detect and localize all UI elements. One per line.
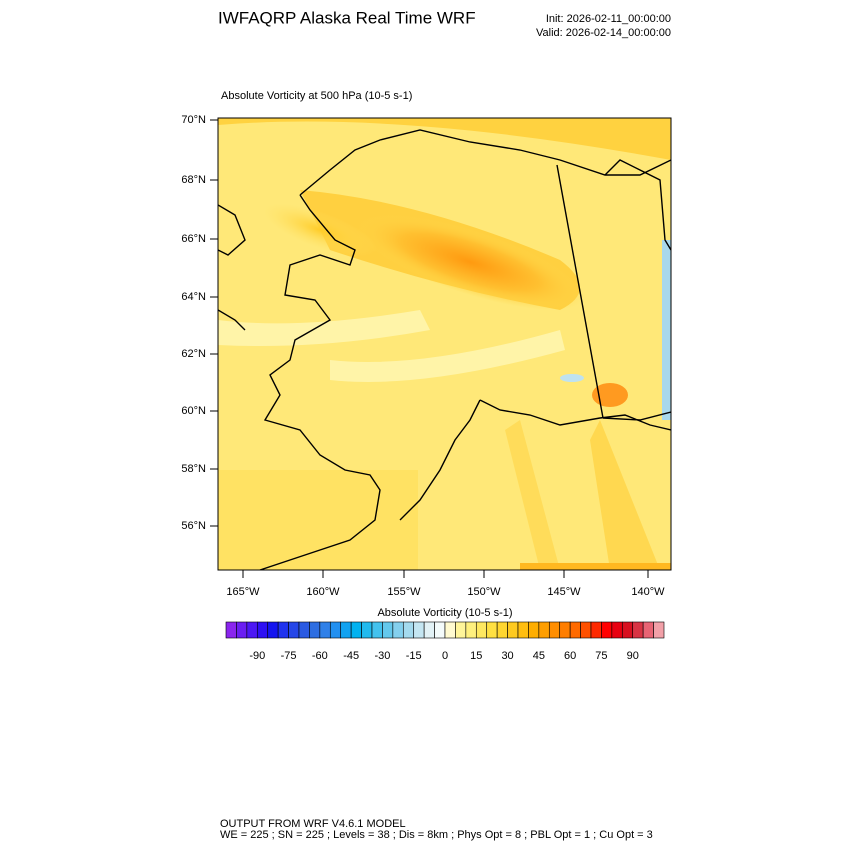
colorbar-box bbox=[236, 621, 248, 639]
lon-label: 155°W bbox=[387, 586, 421, 598]
colorbar-box bbox=[298, 621, 310, 639]
lon-label: 145°W bbox=[547, 586, 581, 598]
colorbar-box bbox=[246, 621, 258, 639]
init-time: Init: 2026-02-11_00:00:00 bbox=[546, 13, 671, 25]
colorbar-box bbox=[486, 621, 498, 639]
colorbar-box bbox=[569, 621, 581, 639]
colorbar-box bbox=[653, 621, 665, 639]
colorbar-box bbox=[340, 621, 352, 639]
colorbar-box bbox=[611, 621, 623, 639]
colorbar-label: 75 bbox=[595, 650, 607, 662]
lon-label: 160°W bbox=[306, 586, 340, 598]
lat-label: 68°N bbox=[181, 174, 206, 186]
lat-label: 66°N bbox=[181, 233, 206, 245]
colorbar-label: -75 bbox=[281, 650, 297, 662]
colorbar-box bbox=[392, 621, 404, 639]
colorbar-box bbox=[559, 621, 571, 639]
colorbar-label: 90 bbox=[627, 650, 639, 662]
vorticity-field bbox=[218, 118, 671, 570]
footer-line: WE = 225 ; SN = 225 ; Levels = 38 ; Dis … bbox=[220, 829, 653, 841]
title: IWFAQRP Alaska Real Time WRF bbox=[218, 8, 476, 27]
colorbar-box bbox=[601, 621, 613, 639]
colorbar-box bbox=[548, 621, 561, 639]
colorbar-box bbox=[319, 621, 331, 639]
map-subtitle: Absolute Vorticity at 500 hPa (10-5 s-1) bbox=[221, 90, 412, 102]
colorbar-box bbox=[455, 621, 467, 639]
colorbar-box bbox=[361, 621, 373, 639]
colorbar-box bbox=[642, 621, 654, 639]
colorbar-label: 0 bbox=[442, 650, 448, 662]
lat-label: 62°N bbox=[181, 348, 206, 360]
colorbar-box bbox=[256, 621, 269, 639]
colorbar-box bbox=[465, 621, 477, 639]
colorbar-box bbox=[423, 621, 435, 639]
lon-label: 150°W bbox=[467, 586, 501, 598]
colorbar-box bbox=[475, 621, 488, 639]
colorbar-box bbox=[309, 621, 321, 639]
colorbar: -90 -75 -60 -45 -30 -15 0 15 30 45 60 75 90 bbox=[225, 621, 665, 662]
colorbar-label: -60 bbox=[312, 650, 328, 662]
lon-axis: 165°W 160°W 155°W 150°W 145°W 140°W bbox=[226, 570, 665, 598]
coastlines bbox=[218, 129, 671, 570]
colorbar-label: 30 bbox=[501, 650, 513, 662]
colorbar-box bbox=[444, 621, 456, 639]
footer-line: OUTPUT FROM WRF V4.6.1 MODEL bbox=[220, 818, 406, 830]
colorbar-box bbox=[329, 621, 342, 639]
colorbar-box bbox=[632, 621, 644, 639]
lon-label: 165°W bbox=[226, 586, 260, 598]
colorbar-label: -15 bbox=[406, 650, 422, 662]
lat-label: 70°N bbox=[181, 114, 206, 126]
colorbar-box bbox=[225, 621, 237, 639]
lon-label: 140°W bbox=[631, 586, 665, 598]
colorbar-box bbox=[288, 621, 300, 639]
colorbar-box bbox=[517, 621, 529, 639]
lat-label: 64°N bbox=[181, 291, 206, 303]
colorbar-box bbox=[496, 621, 508, 639]
colorbar-label: -45 bbox=[343, 650, 359, 662]
colorbar-box bbox=[538, 621, 550, 639]
valid-time: Valid: 2026-02-14_00:00:00 bbox=[536, 27, 671, 39]
colorbar-box bbox=[371, 621, 383, 639]
colorbar-label: -90 bbox=[249, 650, 265, 662]
colorbar-box bbox=[277, 621, 289, 639]
colorbar-label: 15 bbox=[470, 650, 482, 662]
colorbar-box bbox=[413, 621, 425, 639]
colorbar-box bbox=[580, 621, 592, 639]
colorbar-box bbox=[621, 621, 634, 639]
colorbar-box bbox=[528, 621, 540, 639]
colorbar-box bbox=[434, 621, 446, 639]
map-frame bbox=[217, 117, 672, 571]
colorbar-box bbox=[590, 621, 602, 639]
lat-label: 58°N bbox=[181, 463, 206, 475]
colorbar-label: -30 bbox=[374, 650, 390, 662]
lat-axis: 70°N 68°N 66°N 64°N 62°N 60°N 58°N 56°N bbox=[181, 114, 218, 532]
colorbar-box bbox=[382, 621, 394, 639]
colorbar-box bbox=[267, 621, 279, 639]
lat-label: 60°N bbox=[181, 405, 206, 417]
colorbar-box bbox=[402, 621, 415, 639]
colorbar-box bbox=[350, 621, 362, 639]
colorbar-label: 60 bbox=[564, 650, 576, 662]
colorbar-label: 45 bbox=[533, 650, 545, 662]
colorbar-box bbox=[507, 621, 519, 639]
colorbar-title: Absolute Vorticity (10-5 s-1) bbox=[377, 607, 512, 619]
lat-label: 56°N bbox=[181, 520, 206, 532]
